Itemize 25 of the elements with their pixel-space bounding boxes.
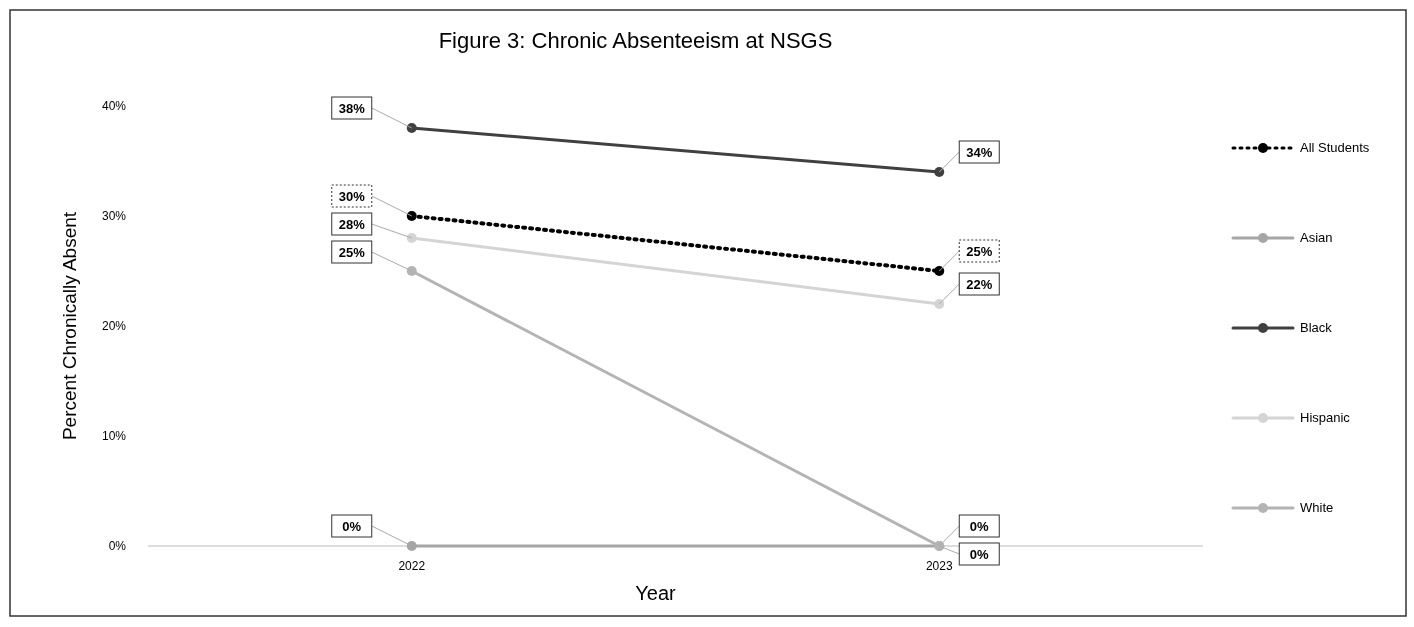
data-label: 34% — [966, 145, 993, 160]
data-label: 30% — [338, 189, 366, 204]
x-tick-label: 2023 — [925, 559, 953, 573]
legend-label: Hispanic — [1300, 410, 1351, 425]
data-label: 0% — [969, 519, 990, 534]
legend-label: Black — [1300, 320, 1333, 335]
y-tick-label: 40% — [101, 99, 127, 113]
chart-title: Figure 3: Chronic Absenteeism at NSGS — [438, 28, 833, 53]
legend-label: All Students — [1300, 140, 1370, 155]
data-label: 0% — [969, 547, 990, 562]
legend-label: White — [1300, 500, 1334, 515]
y-tick-label: 30% — [101, 209, 127, 223]
data-label: 38% — [338, 101, 366, 116]
data-label: 25% — [338, 245, 366, 260]
y-tick-label: 10% — [101, 429, 127, 443]
legend-label: Asian — [1300, 230, 1333, 245]
data-label: 0% — [342, 519, 362, 534]
y-axis-title: Percent Chronically Absent — [59, 211, 80, 441]
y-tick-label: 20% — [101, 319, 127, 333]
x-axis-title: Year — [635, 582, 677, 604]
data-label: 25% — [966, 244, 993, 259]
x-tick-label: 2022 — [398, 559, 426, 573]
data-label: 28% — [338, 217, 366, 232]
data-label: 22% — [966, 277, 993, 292]
y-tick-label: 0% — [108, 539, 127, 553]
